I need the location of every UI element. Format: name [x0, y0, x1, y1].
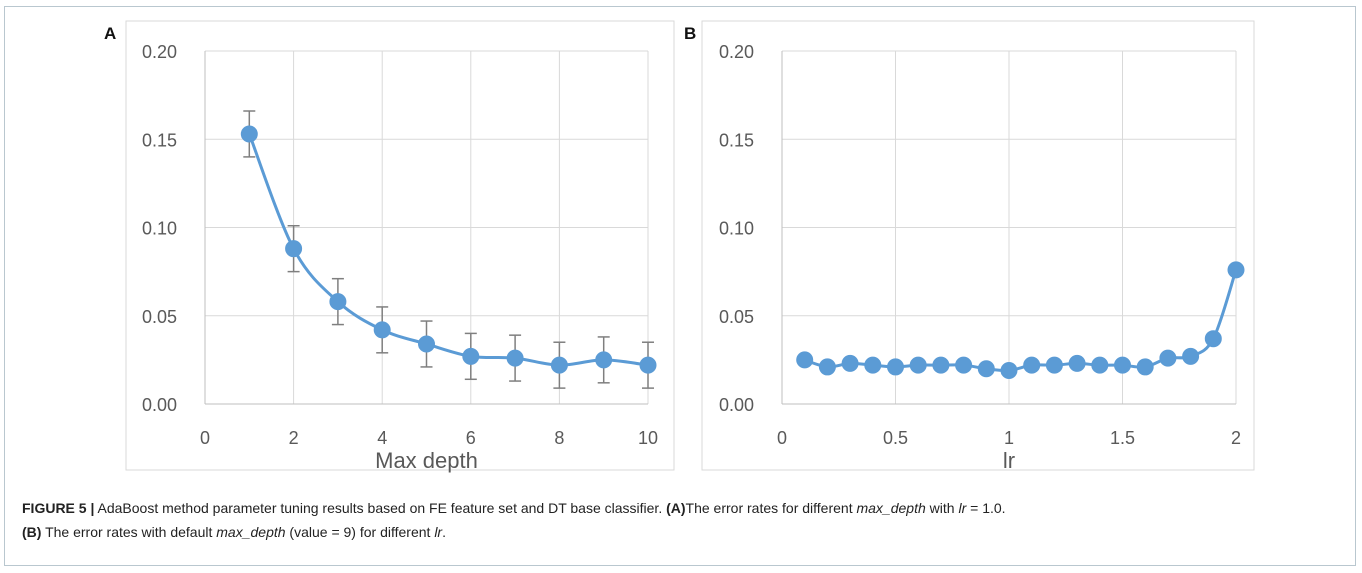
caption-ref-b: (B) [22, 524, 42, 540]
x-tick-label: 0.5 [883, 428, 908, 448]
chart-panel-a: A 0.00 0.05 0.10 0.15 0.20 0 2 4 6 8 10 Max depth [104, 20, 675, 473]
x-tick-label: 1 [1004, 428, 1014, 448]
panel-label: A [104, 24, 116, 43]
data-point [1204, 330, 1222, 348]
x-tick-label: 1.5 [1110, 428, 1135, 448]
data-point [909, 356, 927, 374]
y-tick-label: 0.00 [719, 395, 754, 415]
x-tick-label: 6 [466, 428, 476, 448]
x-axis-title: lr [1003, 448, 1015, 473]
caption-text-b3: . [442, 524, 446, 540]
x-axis-title: Max depth [375, 448, 478, 473]
data-point [841, 354, 859, 372]
data-point [418, 335, 435, 353]
data-point [1114, 356, 1131, 374]
y-tick-label: 0.05 [142, 307, 177, 327]
data-point [887, 358, 904, 376]
caption-text-a3: = 1.0. [966, 500, 1006, 516]
data-point [550, 356, 568, 374]
data-point [818, 358, 836, 376]
x-tick-label: 0 [777, 428, 787, 448]
caption-ref-a: (A) [666, 500, 686, 516]
figure-frame [4, 6, 1356, 566]
series-line [247, 133, 649, 367]
caption-param-max-depth-a: max_depth [856, 500, 926, 516]
data-point [285, 240, 303, 258]
data-point [1159, 349, 1177, 367]
data-point [932, 356, 950, 374]
x-tick-label: 2 [1231, 428, 1241, 448]
y-tick-label: 0.10 [142, 219, 177, 239]
caption-text-b2: (value = 9) for different [285, 524, 435, 540]
y-tick-label: 0.15 [142, 130, 177, 150]
data-point [506, 349, 524, 367]
y-tick-label: 0.10 [719, 219, 754, 239]
data-point [639, 356, 657, 374]
x-tick-label: 2 [289, 428, 299, 448]
chart-area-border [125, 20, 675, 471]
data-point [796, 351, 814, 369]
data-point [864, 356, 882, 374]
x-tick-label: 8 [554, 428, 564, 448]
figure-caption: FIGURE 5 | AdaBoost method parameter tun… [22, 496, 1342, 544]
y-tick-label: 0.00 [142, 395, 177, 415]
data-point [373, 321, 391, 339]
caption-param-max-depth-b: max_depth [216, 524, 286, 540]
data-point [1023, 356, 1041, 374]
chart-area-border [701, 20, 1255, 471]
data-point [1068, 354, 1086, 372]
data-point [329, 293, 347, 311]
x-tick-label: 0 [200, 428, 210, 448]
caption-param-lr-a: lr [958, 500, 967, 516]
x-tick-label: 4 [377, 428, 387, 448]
data-point [955, 356, 973, 374]
data-point [977, 360, 995, 378]
panel-label: B [684, 24, 696, 43]
y-tick-label: 0.20 [719, 42, 754, 62]
caption-param-lr-b: lr [434, 524, 443, 540]
caption-text-a2: with [925, 500, 959, 516]
data-point [1227, 261, 1245, 279]
y-tick-label: 0.15 [719, 130, 754, 150]
x-tick-label: 10 [638, 428, 658, 448]
data-point [1000, 361, 1018, 379]
figure-label: FIGURE 5 | [22, 500, 95, 516]
caption-line-2: (B) The error rates with default max_dep… [22, 520, 1342, 544]
data-point [1136, 358, 1154, 376]
caption-text-b1: The error rates with default [41, 524, 217, 540]
chart-panel-b: B 0.00 0.05 0.10 0.15 0.20 0 0.5 1 1.5 2 lr [684, 20, 1255, 473]
data-point [1182, 347, 1200, 365]
data-point [595, 351, 613, 369]
caption-main-text: AdaBoost method parameter tuning results… [94, 500, 667, 516]
caption-line-1: FIGURE 5 | AdaBoost method parameter tun… [22, 496, 1342, 520]
y-tick-label: 0.20 [142, 42, 177, 62]
data-point [462, 347, 480, 365]
data-point [240, 125, 258, 143]
data-point [1045, 356, 1063, 374]
data-point [1091, 356, 1109, 374]
y-tick-label: 0.05 [719, 307, 754, 327]
caption-text-a1: The error rates for different [685, 500, 857, 516]
